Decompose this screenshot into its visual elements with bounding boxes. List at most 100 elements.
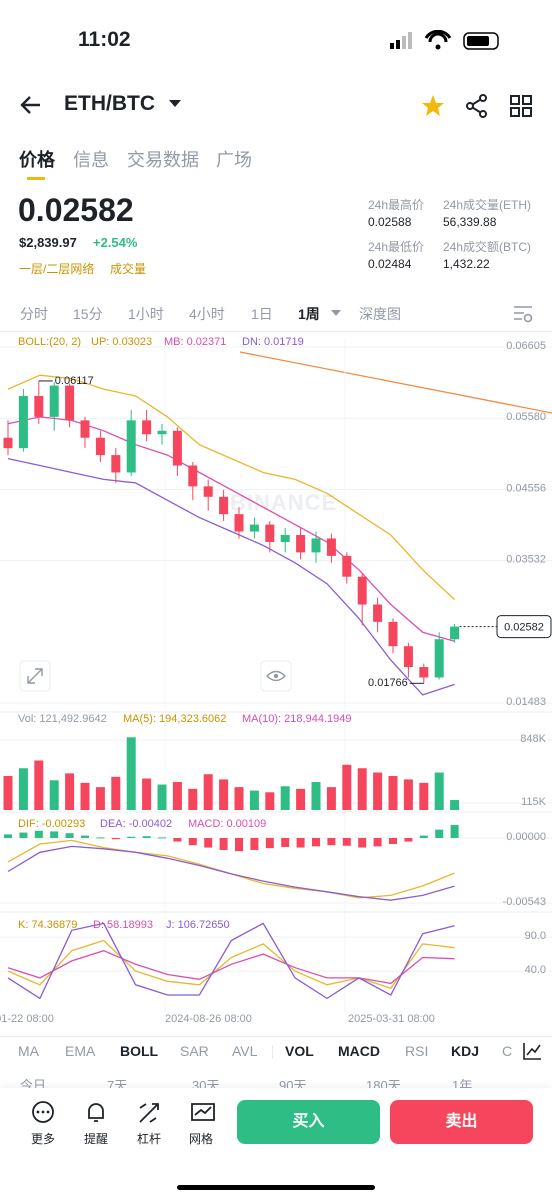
stat-value: 56,339.88 — [443, 215, 497, 229]
macd-bar — [34, 830, 43, 838]
candle-body — [95, 437, 105, 456]
y-tick-label: 0.03532 — [506, 553, 546, 565]
legend-text: DN: 0.01719 — [242, 336, 304, 348]
indicator-tab[interactable]: AVL — [232, 1043, 258, 1059]
buy-button[interactable]: 买入 — [237, 1100, 380, 1144]
indicator-tab[interactable]: C — [502, 1043, 513, 1059]
range-tab[interactable]: 90天 — [279, 1078, 307, 1089]
volume-bar — [403, 779, 413, 810]
kdj-d — [7, 950, 455, 985]
range-tab[interactable]: 7天 — [107, 1078, 128, 1089]
stat-label: 24h成交量(ETH) — [443, 198, 532, 212]
x-tick-label: 2024-08-26 08:00 — [165, 1013, 252, 1025]
macd-bar — [358, 837, 367, 848]
x-tick-label: 2025-03-31 08:00 — [348, 1013, 435, 1025]
grid-icon[interactable] — [509, 94, 533, 118]
tab[interactable]: 信息 — [73, 150, 109, 170]
interval[interactable]: 4小时 — [189, 306, 225, 322]
range-tab[interactable]: 30天 — [192, 1078, 220, 1089]
indicator-tab[interactable]: BOLL — [120, 1043, 159, 1059]
volume-bar — [265, 792, 275, 810]
indicator-tab[interactable]: MACD — [338, 1043, 380, 1059]
macd-bar — [4, 834, 12, 838]
y-tick-label: 90.0 — [525, 930, 546, 942]
candle-body — [311, 538, 321, 553]
candle-body — [434, 639, 444, 678]
tab[interactable]: 交易数据 — [127, 150, 199, 170]
interval[interactable]: 深度图 — [359, 306, 401, 322]
interval[interactable]: 1日 — [251, 306, 273, 322]
interval-dropdown[interactable] — [330, 308, 342, 318]
expand-button[interactable] — [19, 660, 51, 692]
macd-bar — [81, 835, 89, 838]
tab[interactable]: 广场 — [216, 150, 252, 170]
pair-title[interactable]: ETH/BTC — [64, 92, 155, 115]
range-tab[interactable]: 1年 — [452, 1078, 473, 1089]
nav-label[interactable]: 网格 — [189, 1132, 214, 1146]
candle-body — [80, 420, 90, 438]
volume-bar — [172, 781, 182, 810]
favorite-star[interactable] — [420, 93, 446, 119]
chart-settings[interactable] — [512, 303, 534, 323]
macd-bar — [265, 837, 274, 849]
nav-label[interactable]: 提醒 — [84, 1132, 109, 1146]
volume-bar — [203, 774, 213, 810]
stat-value: 0.02484 — [368, 257, 412, 271]
indicator-tab[interactable]: RSI — [405, 1043, 429, 1059]
indicator-tab[interactable]: MA — [18, 1043, 39, 1059]
macd-bar — [373, 837, 382, 847]
tag[interactable]: 一层/二层网络 — [19, 262, 95, 276]
pair-dropdown[interactable] — [168, 98, 182, 110]
nav-label[interactable]: 更多 — [31, 1132, 56, 1146]
candle-body — [65, 385, 75, 421]
indicator-settings[interactable] — [521, 1041, 543, 1061]
candle-body — [249, 524, 259, 532]
interval[interactable]: 1小时 — [128, 306, 164, 322]
share-icon[interactable] — [464, 93, 490, 119]
legend-text: DIF: -0.00293 — [18, 818, 85, 830]
candle-body — [234, 514, 244, 532]
macd-dea — [7, 845, 455, 901]
y-tick-label: 0.00000 — [506, 831, 546, 843]
volume-bar — [326, 787, 336, 810]
candle-body — [265, 524, 275, 542]
legend-text: MA(5): 194,323.6062 — [123, 713, 226, 725]
tab[interactable]: 价格 — [19, 150, 55, 170]
indicator-tab[interactable]: EMA — [65, 1043, 96, 1059]
y-tick-label: 115K — [521, 796, 547, 808]
legend-text: MACD: 0.00109 — [188, 818, 266, 830]
macd-bar — [219, 837, 228, 850]
fiat-price: $2,839.97 — [19, 235, 77, 250]
price-change: +2.54% — [93, 235, 138, 250]
nav-label[interactable]: 杠杆 — [137, 1132, 162, 1146]
candle-body — [219, 496, 229, 515]
macd-bar — [204, 837, 213, 848]
sell-button[interactable]: 卖出 — [390, 1100, 533, 1144]
interval[interactable]: 分时 — [20, 306, 48, 322]
interval-active[interactable]: 1周 — [298, 306, 320, 322]
y-tick-label: 0.06605 — [506, 340, 546, 352]
range-tab[interactable]: 今日 — [20, 1078, 47, 1089]
volume-bar — [126, 737, 136, 810]
nav-icons — [32, 1101, 215, 1123]
interval[interactable]: 15分 — [73, 306, 103, 322]
last-price: 0.02582 — [18, 192, 134, 228]
macd-bar — [188, 837, 197, 846]
candle-body — [373, 604, 383, 622]
hide-button[interactable] — [260, 660, 292, 692]
candle-body — [342, 555, 352, 577]
range-tab[interactable]: 180天 — [366, 1078, 401, 1089]
tag[interactable]: 成交量 — [110, 262, 147, 276]
divider — [0, 1036, 552, 1037]
back-button[interactable] — [18, 92, 44, 118]
kline-chart: BINANCE 0.06605 0.05580 0.04556 0.03532 0.01… — [0, 336, 552, 1025]
indicator-tab[interactable]: VOL — [285, 1043, 314, 1059]
macd-bar — [65, 833, 74, 838]
indicator-tab[interactable]: KDJ — [451, 1043, 480, 1059]
stat-label: 24h最低价 — [368, 240, 425, 254]
high-label: 0.06117 — [55, 375, 94, 387]
macd-bar — [327, 837, 336, 846]
macd-bar — [19, 832, 28, 838]
indicator-tab[interactable]: SAR — [180, 1043, 209, 1059]
stat-label: 24h最高价 — [368, 198, 425, 212]
